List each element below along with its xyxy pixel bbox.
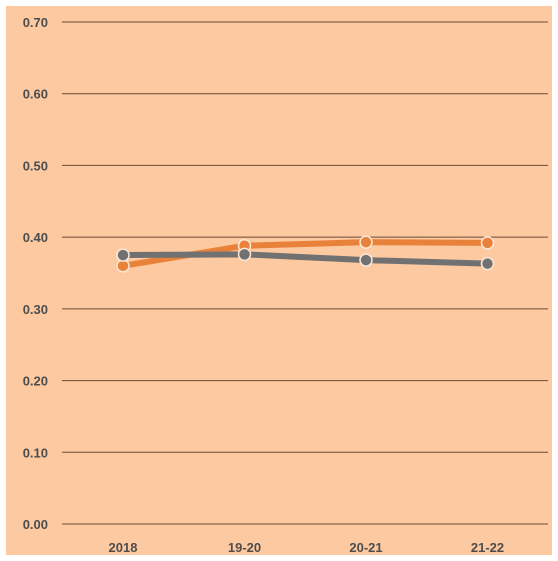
data-point-series-2 <box>480 256 495 271</box>
series-line-2 <box>120 251 491 267</box>
data-point-series-1 <box>359 235 373 249</box>
y-tick-label: 0.30 <box>23 302 48 317</box>
y-tick-label: 0.60 <box>23 87 48 102</box>
x-tick-label: 21-22 <box>471 540 504 555</box>
series-markers <box>116 235 495 273</box>
y-tick-label: 0.40 <box>23 230 48 245</box>
x-axis-labels: 2018 19-20 20-21 21-22 <box>109 540 505 555</box>
x-tick-label: 2018 <box>109 540 138 555</box>
x-tick-label: 19-20 <box>228 540 261 555</box>
x-tick-label: 20-21 <box>349 540 382 555</box>
data-point-series-1 <box>480 236 495 250</box>
y-tick-label: 0.20 <box>23 374 48 389</box>
data-point-series-2 <box>359 253 373 267</box>
data-point-series-2 <box>237 247 252 262</box>
gridlines <box>62 21 548 525</box>
y-tick-label: 0.10 <box>23 445 48 460</box>
y-tick-label: 0.70 <box>23 15 48 30</box>
data-point-series-2 <box>116 248 130 262</box>
chart-area: 0.00 0.10 0.20 0.30 0.40 0.50 0.60 0.70 2018 19-… <box>6 6 552 555</box>
y-tick-label: 0.50 <box>23 158 48 173</box>
y-axis-labels: 0.00 0.10 0.20 0.30 0.40 0.50 0.60 0.70 <box>23 15 48 532</box>
line-chart: 0.00 0.10 0.20 0.30 0.40 0.50 0.60 0.70 2018 19-… <box>23 15 548 555</box>
y-tick-label: 0.00 <box>23 517 48 532</box>
series-lines <box>120 239 491 269</box>
